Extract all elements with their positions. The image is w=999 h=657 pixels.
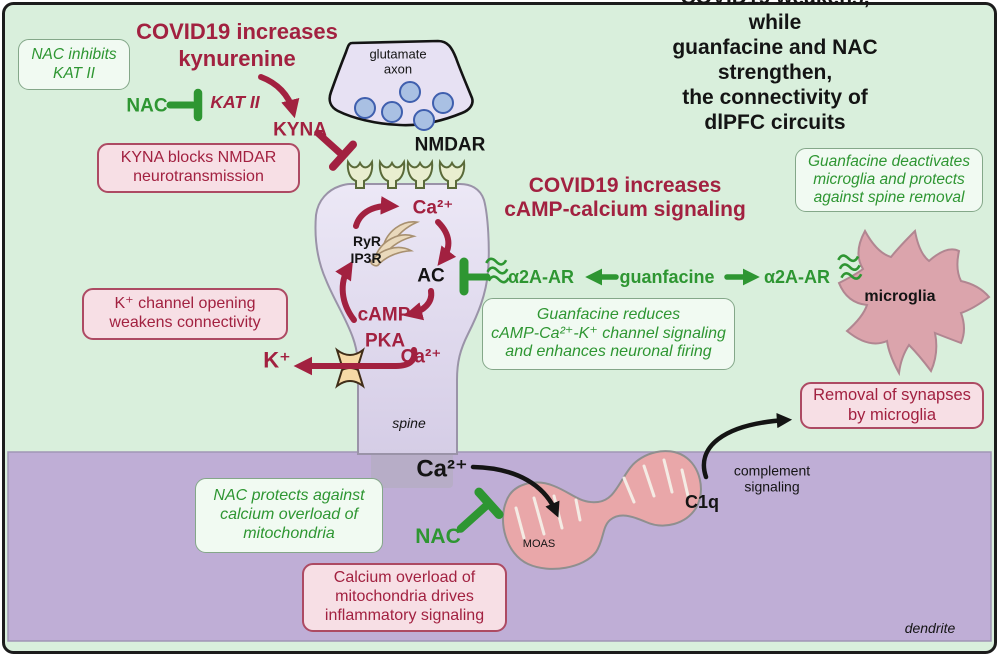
kynurenine-heading: COVID19 increases kynurenine bbox=[136, 19, 338, 71]
spine-neck-overlap bbox=[371, 452, 453, 488]
label-pka: PKA bbox=[364, 330, 406, 352]
label-k-plus: K⁺ bbox=[263, 347, 291, 373]
label-moas: MOAS bbox=[522, 537, 556, 550]
label-c1q: C1q bbox=[684, 491, 720, 512]
label-dendrite: dendrite bbox=[904, 620, 956, 637]
label-spine: spine bbox=[392, 415, 426, 432]
synaptic-vesicles bbox=[354, 81, 454, 131]
black-arrows bbox=[470, 412, 793, 518]
vesicle-icon bbox=[413, 109, 435, 131]
label-ryr: RyR bbox=[352, 233, 382, 250]
guanfacine-deactivates-box: Guanfacine deactivates microglia and pro… bbox=[795, 148, 983, 212]
label-nac-bottom: NAC bbox=[415, 525, 461, 549]
kyna-blocks-box: KYNA blocks NMDAR neurotransmission bbox=[97, 143, 300, 193]
calcium-to-k-efflux-arrow bbox=[293, 347, 418, 376]
label-a2a-ar-right: α2A-AR bbox=[763, 266, 831, 287]
vesicle-icon bbox=[354, 97, 376, 119]
main-title: COVID19 weakens, while guanfacine and NA… bbox=[672, 0, 878, 134]
label-nmdar: NMDAR bbox=[414, 134, 486, 156]
microglia-shape bbox=[837, 228, 991, 377]
nac-inhibits-box: NAC inhibits KAT II bbox=[18, 39, 130, 90]
label-ac: AC bbox=[417, 265, 445, 287]
label-ca2-mid: Ca²⁺ bbox=[400, 346, 442, 368]
label-microglia: microglia bbox=[864, 288, 936, 306]
label-guanfacine: guanfacine bbox=[619, 266, 715, 287]
removal-synapses-box: Removal of synapses by microglia bbox=[800, 382, 984, 429]
label-complement-signaling: complement signaling bbox=[733, 462, 811, 494]
a2a-receptor-icon bbox=[485, 257, 510, 284]
vesicle-icon bbox=[432, 92, 454, 114]
label-glutamate-axon: glutamate axon bbox=[369, 46, 427, 76]
a2a-ac-inhibition-bar bbox=[459, 257, 491, 296]
ac-to-camp-arrow bbox=[403, 288, 435, 321]
kynurenine-to-kyna-arrow bbox=[258, 74, 300, 119]
label-nac-top: NAC bbox=[126, 95, 168, 117]
a2a-receptor-icon bbox=[837, 254, 863, 280]
label-a2a-ar-left: α2A-AR bbox=[507, 266, 575, 287]
vesicle-icon bbox=[399, 81, 421, 103]
red-signaling-arrows bbox=[258, 74, 457, 376]
label-ca2-top: Ca²⁺ bbox=[412, 197, 454, 219]
k-channel-box: K⁺ channel opening weakens connectivity bbox=[82, 288, 288, 340]
label-kyna: KYNA bbox=[273, 119, 327, 141]
nac-katii-inhibition-bar bbox=[166, 88, 203, 122]
camp-to-er-arrow bbox=[335, 260, 357, 323]
er-to-calcium-arrow bbox=[353, 196, 400, 229]
calcium-to-mitochondria-arrow bbox=[470, 464, 560, 518]
nac-protects-box: NAC protects against calcium overload of… bbox=[195, 478, 383, 553]
calcium-overload-box: Calcium overload of mitochondria drives … bbox=[302, 563, 507, 632]
camp-heading: COVID19 increases cAMP-calcium signaling bbox=[504, 174, 746, 221]
nac-mito-inhibition-bar bbox=[456, 487, 504, 533]
label-camp: cAMP bbox=[357, 304, 411, 326]
label-katii: KAT II bbox=[210, 92, 260, 113]
calcium-to-ac-arrow bbox=[435, 219, 457, 266]
guanfacine-reduces-box: Guanfacine reduces cAMP-Ca²⁺-K⁺ channel … bbox=[482, 298, 735, 370]
label-ca2-dendrite: Ca²⁺ bbox=[416, 455, 468, 483]
label-ip3r: IP3R bbox=[350, 250, 382, 267]
vesicle-icon bbox=[381, 101, 403, 123]
kyna-inhibition-bar bbox=[314, 129, 358, 171]
c1q-to-removal-arrow bbox=[701, 412, 793, 480]
